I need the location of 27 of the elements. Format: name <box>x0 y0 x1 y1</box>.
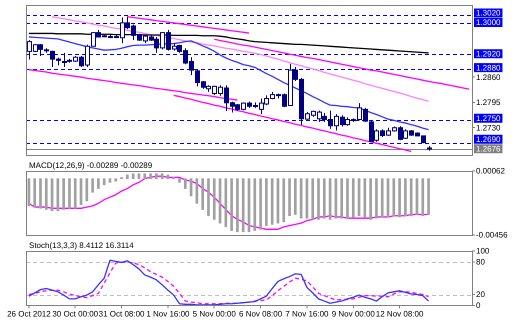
x-tick-label: 1 Nov 16:00 <box>146 309 190 318</box>
x-tick-label: 6 Nov 08:00 <box>239 309 283 318</box>
y-tick-label: 1.2860 <box>476 72 502 82</box>
x-tick-label: 31 Oct 08:00 <box>98 309 146 318</box>
y-tick-label: 1.2730 <box>476 123 502 132</box>
ref-line-label: 1.2676 <box>476 144 502 154</box>
chart-title: MACD(12,26,9) -0.00289 -0.00289 <box>29 161 153 170</box>
y-tick-label: 100 <box>476 246 490 256</box>
x-tick-label: 5 Nov 00:00 <box>192 309 236 318</box>
ref-line-label: 1.3020 <box>476 8 502 18</box>
x-tick-label: 26 Oct 2012 <box>7 309 52 318</box>
ref-line-label: 1.2880 <box>476 63 502 72</box>
x-tick-label: 9 Nov 00:00 <box>332 309 376 318</box>
ref-line-label: 1.2690 <box>476 134 502 144</box>
x-tick-label: 30 Oct 00:00 <box>52 309 99 318</box>
y-tick-label: 1.2795 <box>476 98 502 108</box>
x-tick-label: 7 Nov 16:00 <box>285 309 330 318</box>
x-tick-label: 12 Nov 08:00 <box>376 309 424 318</box>
y-tick-label: 0.00062 <box>476 166 506 176</box>
chart-title: Stoch(13,3,3) 8.4112 16.3114 <box>29 241 134 250</box>
ref-line-label: 1.2920 <box>476 49 502 58</box>
ref-line-label: 1.3000 <box>476 18 502 28</box>
ref-line-label: 1.2750 <box>476 114 502 123</box>
y-tick-label: 20 <box>476 290 486 300</box>
y-tick-label: 0 <box>476 301 481 310</box>
y-tick-label: 80 <box>476 258 486 267</box>
y-tick-label: -0.00456 <box>476 230 508 240</box>
